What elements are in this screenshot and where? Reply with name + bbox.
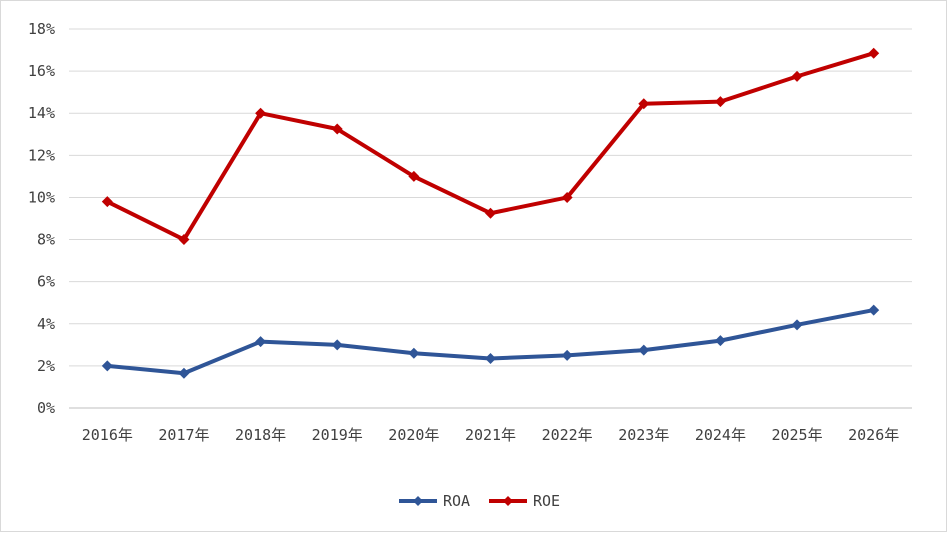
x-tick-label: 2024年: [695, 426, 746, 444]
data-point-roa: [714, 335, 726, 347]
y-tick-label: 12%: [28, 146, 55, 164]
legend-label: ROE: [533, 492, 560, 510]
y-tick-label: 14%: [28, 104, 55, 122]
legend-swatch-marker: [413, 496, 423, 506]
data-point-roa: [638, 344, 650, 356]
legend: ROA ROE: [399, 492, 560, 510]
data-point-roe: [408, 170, 420, 182]
data-point-roa: [408, 347, 420, 359]
y-tick-label: 4%: [37, 315, 55, 333]
data-point-roe: [791, 70, 803, 82]
y-tick-label: 0%: [37, 399, 55, 417]
x-tick-label: 2019年: [312, 426, 363, 444]
y-tick-label: 16%: [28, 62, 55, 80]
data-point-roe: [638, 98, 650, 110]
y-tick-label: 18%: [28, 20, 55, 38]
series-roe: [101, 47, 880, 246]
data-point-roe: [101, 196, 113, 208]
x-tick-label: 2020年: [388, 426, 439, 444]
series-roa: [101, 304, 880, 379]
y-tick-label: 6%: [37, 273, 55, 291]
x-axis-tick-labels: 2016年 2017年 2018年 2019年 2020年 2021年 2022年 2023年…: [82, 426, 899, 444]
y-tick-label: 2%: [37, 357, 55, 375]
data-point-roa: [485, 353, 496, 365]
data-point-roe: [868, 47, 880, 59]
x-tick-label: 2021年: [465, 426, 516, 444]
data-point-roa: [178, 367, 190, 379]
legend-label: ROA: [443, 492, 470, 510]
data-point-roa: [255, 336, 267, 348]
y-tick-label: 10%: [28, 188, 55, 206]
legend-item-roe: ROE: [489, 492, 560, 510]
data-point-roe: [485, 207, 496, 219]
data-point-roa: [101, 360, 113, 372]
series-lines: [101, 47, 880, 379]
x-tick-label: 2026年: [848, 426, 899, 444]
data-point-roa: [791, 319, 803, 331]
data-point-roa: [561, 349, 573, 361]
x-tick-label: 2017年: [158, 426, 209, 444]
x-tick-label: 2025年: [771, 426, 822, 444]
data-point-roe: [714, 96, 726, 108]
x-tick-label: 2022年: [542, 426, 593, 444]
x-tick-label: 2023年: [618, 426, 669, 444]
data-point-roa: [868, 304, 880, 316]
data-point-roe: [178, 234, 190, 246]
data-point-roe: [561, 191, 573, 203]
legend-item-roa: ROA: [399, 492, 470, 510]
data-point-roe: [255, 107, 267, 119]
data-point-roe: [331, 123, 343, 135]
y-tick-label: 8%: [37, 231, 55, 249]
x-tick-label: 2016年: [82, 426, 133, 444]
data-point-roa: [331, 339, 343, 351]
legend-swatch-marker: [503, 496, 513, 506]
y-axis-tick-labels: 0% 2% 4% 6% 8% 10% 12% 14% 16% 18%: [28, 20, 55, 417]
x-tick-label: 2018年: [235, 426, 286, 444]
